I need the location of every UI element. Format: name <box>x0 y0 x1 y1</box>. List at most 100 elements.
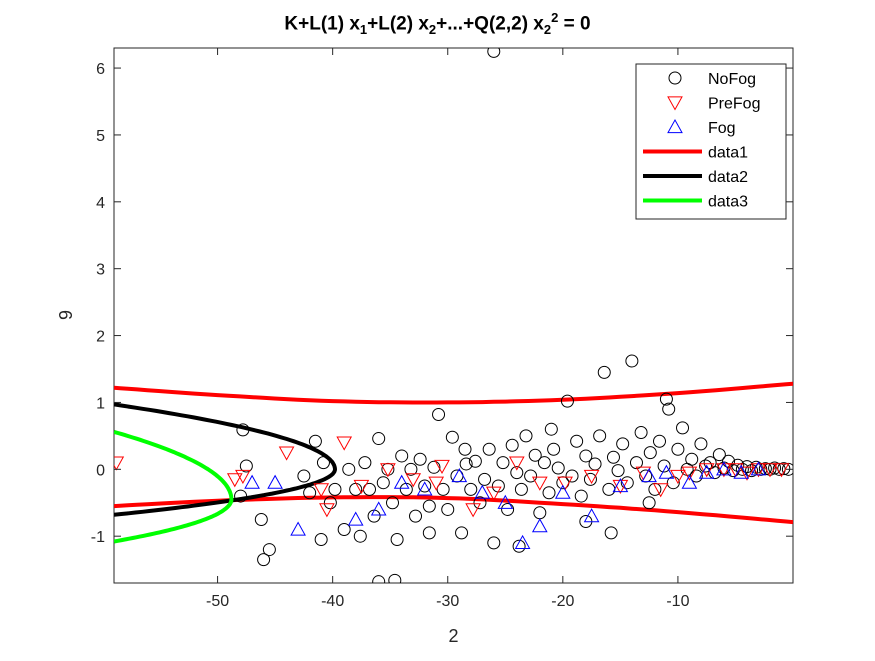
point-nofog <box>308 434 322 448</box>
point-nofog <box>629 456 643 470</box>
point-fog <box>370 501 387 516</box>
point-nofog <box>487 48 501 58</box>
point-nofog <box>316 456 330 470</box>
point-prefog <box>750 463 767 478</box>
point-fog <box>698 464 715 479</box>
point-nofog <box>547 442 561 456</box>
point-nofog <box>616 437 630 451</box>
chart-title: K+L(1) x1+L(2) x2+...+Q(2,2) x22 = 0 <box>0 10 875 37</box>
point-nofog <box>625 354 639 368</box>
point-nofog <box>579 449 593 463</box>
point-nofog <box>501 502 515 516</box>
point-fog <box>393 474 410 489</box>
point-nofog <box>303 486 317 500</box>
point-nofog <box>620 476 634 490</box>
legend-box <box>635 63 787 220</box>
point-fog <box>612 477 629 493</box>
point-prefog <box>773 463 790 478</box>
title-part: +...+Q(2,2) x <box>436 13 544 35</box>
point-nofog <box>386 496 400 510</box>
point-prefog <box>405 473 422 488</box>
point-nofog <box>512 539 526 553</box>
title-part: 2 <box>543 22 552 38</box>
point-fog <box>531 518 548 533</box>
point-fog <box>583 508 600 523</box>
point-fog <box>244 474 260 489</box>
point-nofog <box>597 365 611 379</box>
point-nofog <box>337 523 351 536</box>
point-nofog <box>689 469 703 483</box>
legend-marker-prefog <box>667 96 683 111</box>
point-nofog <box>570 434 584 448</box>
point-nofog <box>712 448 726 462</box>
x-tick-label: -20 <box>551 593 574 610</box>
point-nofog <box>236 423 250 437</box>
point-nofog <box>427 460 441 474</box>
title-part: = 0 <box>558 13 591 35</box>
point-nofog <box>666 476 680 490</box>
point-nofog <box>478 472 492 486</box>
y-tick-label: 2 <box>96 329 105 346</box>
point-nofog <box>328 482 342 496</box>
point-fog <box>347 511 364 526</box>
point-nofog <box>514 482 528 496</box>
point-nofog <box>560 394 574 408</box>
y-tick-label: 4 <box>96 195 105 212</box>
point-nofog <box>239 459 253 473</box>
title-part: 1 <box>359 22 368 38</box>
point-nofog <box>657 459 671 473</box>
point-prefog <box>380 463 396 478</box>
point-nofog <box>464 482 478 496</box>
point-nofog <box>297 469 311 483</box>
point-nofog <box>441 502 455 516</box>
point-nofog <box>459 457 473 471</box>
point-fog <box>416 481 433 496</box>
point-nofog <box>606 450 620 464</box>
point-fog <box>641 467 657 483</box>
point-nofog <box>468 454 482 468</box>
legend-label: PreFog <box>708 96 760 113</box>
point-nofog <box>662 402 676 416</box>
y-tick-label: 0 <box>96 462 105 479</box>
point-prefog <box>557 476 573 491</box>
point-prefog <box>226 473 243 488</box>
point-fog <box>451 467 468 483</box>
point-nofog <box>510 466 524 480</box>
point-fog <box>658 464 675 479</box>
title-part: K+L(1) x <box>284 13 360 35</box>
point-prefog <box>336 436 353 451</box>
point-prefog <box>652 483 669 498</box>
point-prefog <box>583 469 600 485</box>
point-fog <box>497 494 514 509</box>
point-prefog <box>278 446 295 461</box>
point-nofog <box>473 496 487 510</box>
point-nofog <box>699 459 713 473</box>
point-prefog <box>235 469 251 485</box>
point-prefog <box>319 503 335 518</box>
legend-label: data1 <box>708 145 748 162</box>
point-fog <box>750 461 767 476</box>
point-nofog <box>643 446 657 460</box>
title-part: 2 <box>428 22 437 38</box>
x-tick-label: -30 <box>436 593 459 610</box>
point-nofog <box>254 512 268 526</box>
point-nofog <box>413 452 427 466</box>
point-nofog <box>659 392 673 406</box>
point-fog <box>514 534 531 549</box>
point-prefog <box>465 503 481 518</box>
point-fog <box>267 474 283 489</box>
point-nofog <box>234 489 248 503</box>
point-nofog <box>671 442 685 456</box>
legend-label: data3 <box>708 194 748 211</box>
legend-label: NoFog <box>708 71 756 88</box>
curve-data1-upper <box>114 381 793 405</box>
point-nofog <box>544 422 558 436</box>
point-nofog <box>376 476 390 490</box>
point-nofog <box>358 456 372 470</box>
point-nofog <box>409 509 423 523</box>
point-nofog <box>404 462 418 476</box>
point-nofog <box>537 456 551 470</box>
point-nofog <box>314 533 328 547</box>
